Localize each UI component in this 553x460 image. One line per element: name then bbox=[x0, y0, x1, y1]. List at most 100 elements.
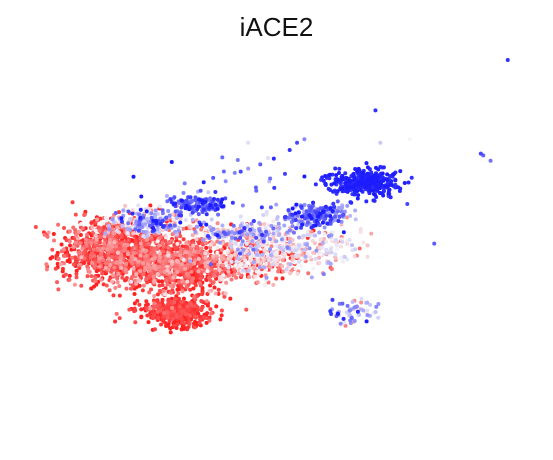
scatter-point bbox=[151, 274, 156, 279]
scatter-point bbox=[333, 237, 338, 242]
scatter-point bbox=[208, 262, 213, 267]
scatter-point bbox=[322, 237, 327, 242]
scatter-point bbox=[192, 249, 197, 254]
scatter-point bbox=[233, 241, 238, 246]
scatter-point bbox=[119, 219, 124, 224]
scatter-point bbox=[110, 279, 114, 284]
scatter-point bbox=[398, 169, 403, 174]
scatter-point bbox=[197, 197, 201, 202]
scatter-point bbox=[338, 186, 343, 191]
scatter-point bbox=[328, 206, 333, 211]
scatter-point bbox=[256, 269, 261, 274]
scatter-point bbox=[138, 253, 143, 258]
scatter-point bbox=[352, 192, 357, 197]
scatter-point bbox=[344, 186, 349, 190]
scatter-point bbox=[92, 253, 97, 258]
scatter-point bbox=[114, 255, 119, 260]
scatter-point bbox=[130, 208, 135, 213]
scatter-point bbox=[141, 215, 146, 220]
scatter-point bbox=[488, 158, 493, 163]
scatter-point bbox=[177, 266, 182, 271]
scatter-point bbox=[173, 229, 178, 234]
scatter-point bbox=[175, 241, 180, 246]
scatter-point bbox=[127, 307, 132, 312]
scatter-point bbox=[180, 278, 185, 283]
scatter-point bbox=[349, 243, 354, 248]
scatter-point bbox=[347, 308, 352, 313]
scatter-point bbox=[291, 230, 296, 235]
scatter-point bbox=[146, 242, 151, 247]
scatter-point bbox=[223, 291, 228, 296]
scatter-point bbox=[67, 229, 72, 234]
scatter-point bbox=[229, 254, 234, 259]
scatter-point bbox=[236, 256, 241, 261]
scatter-point bbox=[52, 238, 57, 243]
scatter-point bbox=[365, 313, 370, 318]
scatter-point bbox=[178, 234, 183, 239]
scatter-point bbox=[150, 257, 155, 262]
scatter-point bbox=[317, 260, 322, 265]
scatter-point bbox=[251, 232, 256, 237]
scatter-point bbox=[254, 231, 259, 236]
scatter-point bbox=[198, 188, 203, 193]
scatter-point bbox=[130, 225, 135, 230]
scatter-point bbox=[179, 213, 184, 218]
scatter-point bbox=[279, 237, 284, 242]
scatter-point bbox=[277, 226, 282, 231]
scatter-point bbox=[253, 185, 258, 190]
scatter-point bbox=[297, 259, 302, 264]
scatter-point bbox=[365, 308, 370, 313]
scatter-point bbox=[97, 259, 102, 264]
scatter-point bbox=[221, 230, 226, 235]
scatter-point bbox=[134, 281, 139, 286]
scatter-point bbox=[97, 228, 102, 233]
scatter-point bbox=[194, 224, 199, 229]
scatter-point bbox=[140, 288, 145, 293]
scatter-point bbox=[309, 230, 314, 235]
scatter-point bbox=[234, 259, 239, 264]
scatter-point bbox=[229, 259, 234, 264]
scatter-point bbox=[248, 266, 253, 270]
scatter-point bbox=[201, 207, 206, 212]
scatter-point bbox=[104, 261, 109, 266]
scatter-point bbox=[100, 271, 105, 276]
scatter-point bbox=[81, 250, 86, 255]
scatter-point bbox=[361, 240, 366, 245]
scatter-point bbox=[335, 209, 340, 214]
scatter-point bbox=[51, 232, 56, 237]
scatter-point bbox=[355, 196, 360, 201]
scatter-point bbox=[185, 279, 190, 284]
scatter-point bbox=[168, 330, 173, 335]
scatter-point bbox=[132, 246, 137, 251]
scatter-point bbox=[110, 254, 115, 259]
scatter-point bbox=[320, 220, 325, 225]
scatter-point bbox=[187, 207, 192, 212]
scatter-point bbox=[218, 317, 223, 322]
scatter-point bbox=[178, 253, 183, 258]
scatter-point bbox=[125, 252, 130, 257]
scatter-point bbox=[306, 271, 311, 276]
scatter-point bbox=[432, 241, 437, 246]
scatter-point bbox=[172, 282, 177, 287]
scatter-point bbox=[152, 263, 157, 268]
scatter-point bbox=[183, 266, 188, 271]
scatter-point bbox=[405, 202, 410, 206]
scatter-point bbox=[331, 189, 336, 194]
scatter-point bbox=[176, 291, 181, 296]
scatter-point bbox=[361, 171, 366, 176]
scatter-point bbox=[299, 225, 304, 230]
scatter-point bbox=[265, 240, 270, 245]
scatter-point bbox=[119, 216, 124, 221]
scatter-point bbox=[199, 204, 204, 209]
scatter-point bbox=[268, 205, 273, 210]
scatter-point bbox=[213, 291, 218, 296]
scatter-point bbox=[247, 251, 252, 256]
scatter-point bbox=[264, 245, 269, 250]
scatter-point bbox=[175, 322, 180, 327]
scatter-point bbox=[287, 228, 292, 233]
scatter-point bbox=[74, 268, 79, 273]
scatter-point bbox=[150, 222, 155, 227]
scatter-point bbox=[249, 221, 254, 226]
scatter-point bbox=[165, 282, 170, 287]
scatter-point bbox=[150, 315, 155, 320]
